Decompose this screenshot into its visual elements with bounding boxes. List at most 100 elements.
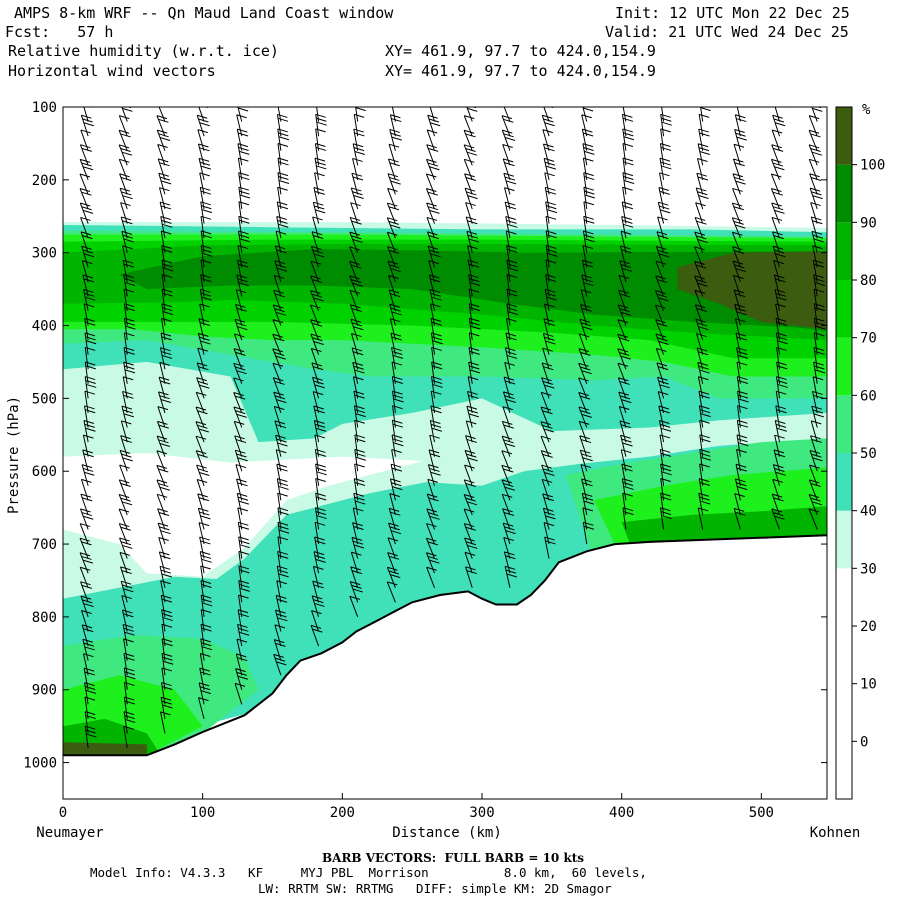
- barb-shaft: [120, 420, 128, 443]
- wind-barb: [311, 595, 325, 618]
- barb-flag: [467, 195, 478, 200]
- barb-flag: [315, 540, 326, 545]
- barb-flag: [432, 383, 443, 388]
- barb-flag: [466, 151, 478, 156]
- wind-barb: [506, 274, 518, 297]
- barb-flag: [351, 220, 362, 225]
- wind-barb: [273, 289, 286, 312]
- barb-flag: [504, 551, 515, 556]
- barb-flag: [775, 303, 786, 308]
- wind-barb: [160, 711, 171, 734]
- barb-flag: [389, 264, 400, 269]
- wind-barb: [426, 216, 438, 239]
- barb-flag: [83, 453, 94, 458]
- barb-shaft: [770, 188, 780, 210]
- barb-flag: [273, 289, 284, 294]
- barb-flag: [544, 384, 555, 389]
- barb-flag: [162, 311, 174, 316]
- barb-flag: [84, 423, 95, 428]
- barb-flag: [622, 478, 633, 483]
- barb-shaft: [431, 376, 436, 399]
- barb-flag: [505, 347, 516, 352]
- barb-shaft: [276, 464, 282, 486]
- barb-flag: [467, 390, 478, 395]
- barb-flag: [387, 187, 398, 192]
- barb-flag: [546, 205, 557, 210]
- barb-shaft: [468, 303, 473, 326]
- barb-flag: [273, 653, 284, 658]
- barb-flag: [237, 457, 248, 462]
- barb-flag: [467, 409, 479, 414]
- barb-shaft: [351, 173, 359, 195]
- wind-barb: [502, 522, 516, 545]
- colorbar-label: 50: [860, 446, 877, 462]
- barb-flag: [659, 409, 670, 414]
- wind-barb: [123, 274, 136, 297]
- barb-shaft: [238, 172, 243, 195]
- barb-legend: BARB VECTORS: FULL BARB = 10 kts: [322, 851, 585, 865]
- barb-flag: [622, 157, 634, 162]
- barb-flag: [469, 369, 481, 374]
- barb-flag: [810, 497, 821, 502]
- barb-flag: [197, 410, 208, 415]
- barb-flag: [695, 304, 706, 309]
- barb-flag: [465, 483, 476, 488]
- wind-barb: [813, 361, 826, 384]
- barb-flag: [426, 202, 437, 207]
- barb-flag: [236, 307, 247, 312]
- barb-flag: [542, 129, 553, 134]
- barb-flag: [161, 317, 172, 322]
- barb-flag: [617, 319, 629, 324]
- barb-shaft: [161, 638, 166, 661]
- barb-flag: [656, 279, 668, 284]
- wind-barb: [391, 449, 402, 472]
- barb-shaft: [663, 107, 664, 108]
- barb-flag: [353, 128, 364, 133]
- wind-barb: [84, 346, 96, 370]
- barb-flag: [234, 435, 245, 440]
- barb-shaft: [315, 478, 320, 501]
- barb-flag: [312, 249, 323, 254]
- barb-flag: [200, 340, 211, 345]
- barb-shaft: [699, 449, 704, 472]
- barb-flag: [545, 186, 556, 191]
- barb-shaft: [80, 231, 89, 253]
- barb-shaft: [618, 275, 627, 297]
- barb-shaft: [121, 406, 128, 428]
- barb-shaft: [197, 129, 205, 151]
- barb-flag: [84, 292, 95, 297]
- barb-flag: [502, 87, 512, 90]
- barb-shaft: [313, 187, 320, 210]
- barb-shaft: [736, 376, 741, 399]
- barb-flag: [83, 253, 95, 258]
- barb-flag: [123, 274, 134, 279]
- barb-flag: [773, 260, 784, 265]
- barb-shaft: [314, 158, 320, 180]
- barb-shaft: [622, 107, 627, 122]
- barb-flag: [200, 690, 212, 695]
- barb-flag: [201, 594, 212, 599]
- barb-flag: [123, 394, 134, 399]
- barb-shaft: [428, 260, 436, 282]
- barb-flag: [355, 456, 366, 461]
- barb-shaft: [696, 347, 704, 370]
- barb-shaft: [697, 143, 704, 166]
- barb-shaft: [386, 581, 396, 603]
- barb-flag: [661, 121, 672, 126]
- barb-shaft: [698, 493, 704, 516]
- wind-barb: [79, 552, 94, 574]
- barb-flag: [236, 289, 247, 294]
- barb-shaft: [235, 464, 243, 486]
- barb-shaft: [84, 405, 89, 428]
- barb-shaft: [810, 420, 818, 443]
- barb-shaft: [698, 405, 704, 428]
- barb-shaft: [622, 187, 627, 210]
- barb-flag: [660, 85, 670, 88]
- barb-shaft: [816, 107, 818, 108]
- barb-flag: [812, 457, 823, 462]
- barb-flag: [391, 467, 403, 472]
- barb-shaft: [771, 508, 780, 530]
- barb-shaft: [161, 653, 166, 676]
- barb-flag: [773, 464, 784, 469]
- barb-shaft: [465, 420, 473, 443]
